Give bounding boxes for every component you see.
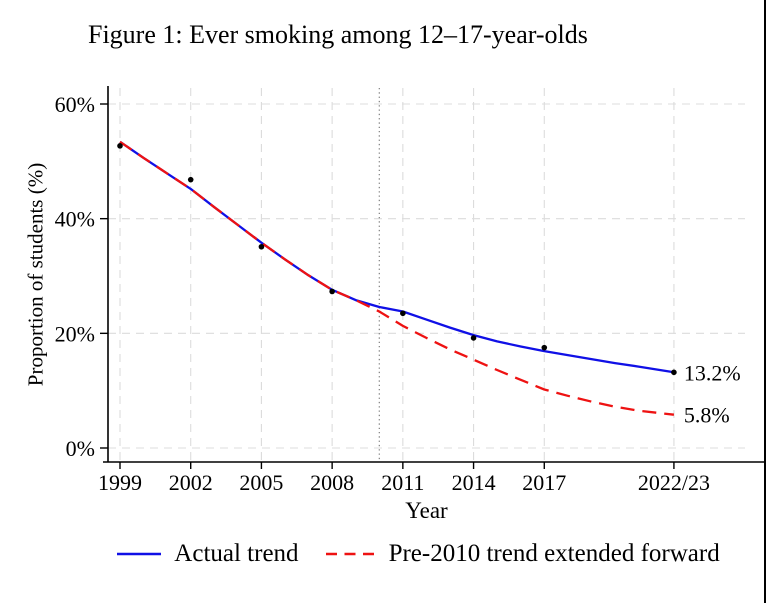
x-tick-label: 2002 <box>169 470 213 495</box>
data-point <box>400 310 406 317</box>
data-point <box>671 369 677 376</box>
x-axis-title: Year <box>405 498 448 523</box>
x-tick-label: 2022/23 <box>638 470 710 495</box>
projection-end-value-label: 5.8% <box>684 403 730 428</box>
x-tick-label: 1999 <box>98 470 142 495</box>
x-tick-label: 2005 <box>239 470 283 495</box>
chart-legend: Actual trend Pre-2010 trend extended for… <box>88 540 748 568</box>
x-tick-label: 2014 <box>452 470 496 495</box>
x-tick-label: 2008 <box>310 470 354 495</box>
legend-label-actual-trend: Actual trend <box>174 540 299 567</box>
window-right-edge-line <box>764 0 766 603</box>
data-point <box>187 176 194 183</box>
x-tick-label: 2011 <box>381 470 424 495</box>
data-point <box>470 335 477 341</box>
data-point <box>541 344 548 351</box>
y-tick-label: 20% <box>55 321 95 346</box>
solid-line-swatch-icon <box>117 552 162 556</box>
legend-item-pre2010-trend: Pre-2010 trend extended forward <box>325 540 720 568</box>
figure-title: Figure 1: Ever smoking among 12–17-year-… <box>88 20 588 49</box>
y-tick-label: 40% <box>55 207 95 232</box>
y-tick-label: 60% <box>55 92 95 117</box>
data-point <box>117 143 123 149</box>
y-tick-label: 0% <box>66 436 95 461</box>
data-point <box>329 288 335 295</box>
x-tick-label: 2017 <box>522 470 566 495</box>
legend-label-pre2010-trend: Pre-2010 trend extended forward <box>388 540 720 567</box>
legend-item-actual-trend: Actual trend <box>116 540 299 568</box>
data-point <box>258 243 265 250</box>
y-axis-title: Proportion of students (%) <box>23 162 48 387</box>
actual-end-value-label: 13.2% <box>684 360 741 385</box>
actual-trend-line <box>119 140 675 374</box>
dashed-line-swatch-icon <box>325 552 376 556</box>
projected-trend-line <box>119 140 675 416</box>
